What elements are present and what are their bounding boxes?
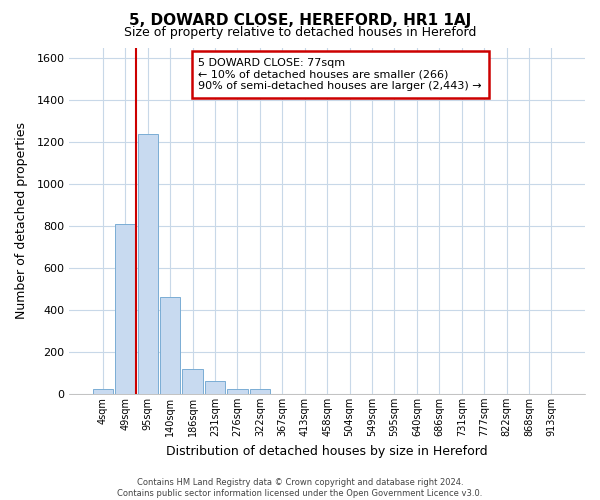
Text: Contains HM Land Registry data © Crown copyright and database right 2024.
Contai: Contains HM Land Registry data © Crown c… [118,478,482,498]
Text: Size of property relative to detached houses in Hereford: Size of property relative to detached ho… [124,26,476,39]
Bar [137,134,158,394]
Bar [115,224,136,394]
X-axis label: Distribution of detached houses by size in Hereford: Distribution of detached houses by size … [166,444,488,458]
Text: 5 DOWARD CLOSE: 77sqm
← 10% of detached houses are smaller (266)
90% of semi-det: 5 DOWARD CLOSE: 77sqm ← 10% of detached … [198,58,482,91]
Bar [227,390,248,394]
Bar [160,298,180,394]
Bar [93,388,113,394]
Text: 5, DOWARD CLOSE, HEREFORD, HR1 1AJ: 5, DOWARD CLOSE, HEREFORD, HR1 1AJ [129,12,471,28]
Y-axis label: Number of detached properties: Number of detached properties [15,122,28,319]
Bar [250,388,270,394]
Bar [182,368,203,394]
Bar [205,381,225,394]
